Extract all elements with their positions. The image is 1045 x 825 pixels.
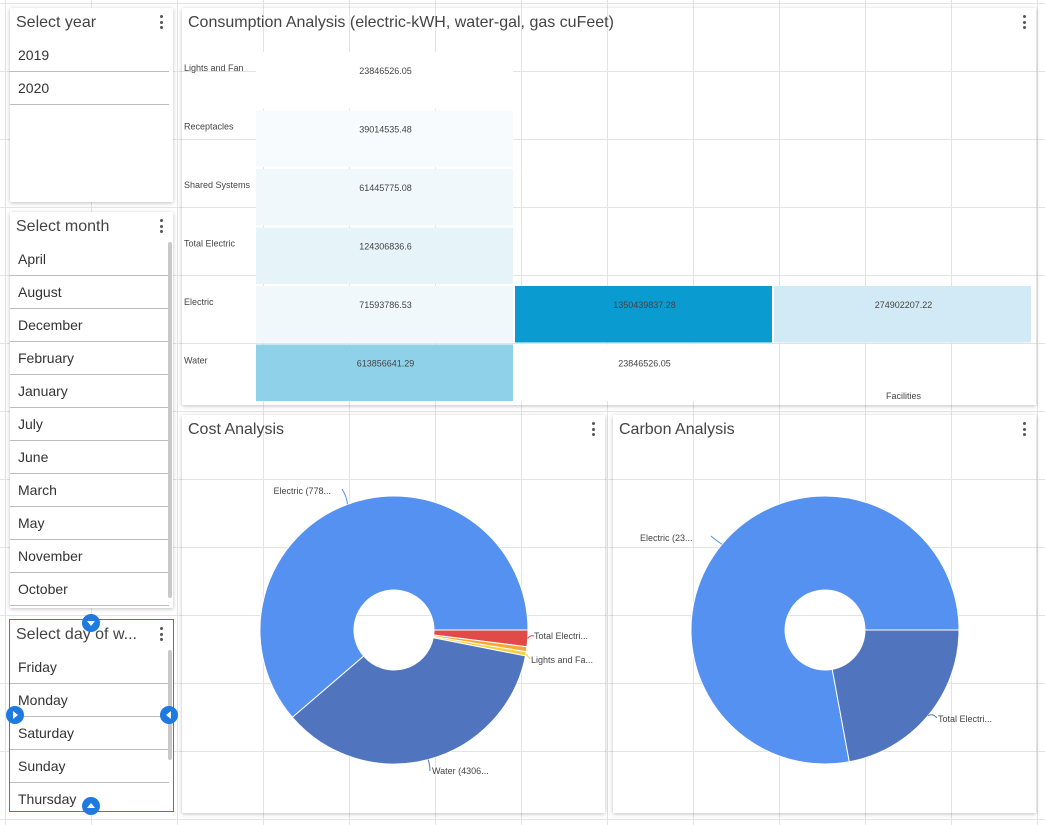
resize-handle-right-icon[interactable]	[160, 706, 178, 724]
donut-slice[interactable]	[831, 629, 960, 763]
slicer-item[interactable]: Monday	[10, 684, 169, 717]
slicer-item[interactable]: January	[10, 375, 169, 408]
heatmap-cell-label: 23846526.05	[618, 359, 671, 369]
more-options-icon[interactable]	[157, 218, 165, 234]
slicer-item[interactable]: 2020	[10, 72, 169, 105]
cost-title: Cost Analysis	[188, 421, 285, 438]
leader-line	[341, 488, 348, 505]
heatmap-cell[interactable]	[515, 286, 772, 343]
slicer-item[interactable]: April	[10, 243, 169, 276]
heatmap-column-label: Facilities	[886, 391, 922, 401]
day-slicer-title: Select day of w...	[16, 626, 137, 643]
heatmap-row-label: Shared Systems	[184, 180, 251, 190]
slicer-item[interactable]: February	[10, 342, 169, 375]
day-slicer-scrollbar[interactable]	[168, 650, 172, 760]
slicer-item[interactable]: October	[10, 573, 169, 606]
more-options-icon[interactable]	[1020, 14, 1028, 30]
heatmap-cell[interactable]	[515, 344, 772, 402]
heatmap-row-label: Total Electric	[184, 239, 236, 249]
heatmap-cell[interactable]	[256, 286, 513, 343]
month-slicer-list: April August December February January July Ju…	[10, 243, 169, 608]
month-slicer-title: Select month	[16, 218, 110, 235]
slicer-item[interactable]: May	[10, 507, 169, 540]
more-options-icon[interactable]	[157, 626, 165, 642]
carbon-donut-chart: Electric (23... Total Electri...	[640, 495, 992, 765]
slicer-item[interactable]: July	[10, 408, 169, 441]
donut-slice[interactable]	[690, 495, 960, 765]
month-slicer-scrollbar[interactable]	[168, 242, 172, 598]
more-options-icon[interactable]	[1020, 421, 1028, 437]
heatmap-cell[interactable]	[256, 110, 513, 168]
slicer-item[interactable]: Saturday	[10, 717, 169, 750]
resize-handle-left-icon[interactable]	[6, 706, 24, 724]
leader-line	[427, 759, 431, 772]
slicer-item[interactable]: August	[10, 276, 169, 309]
more-options-icon[interactable]	[589, 421, 597, 437]
month-slicer-panel: Select month April August December February…	[10, 212, 173, 608]
heatmap-row-label: Lights and Fan	[184, 63, 244, 73]
heatmap-cell-label: 61445775.08	[359, 183, 412, 193]
slice-label: Lights and Fa...	[531, 655, 593, 665]
heatmap-cell[interactable]	[774, 286, 1031, 343]
heatmap-cell-label: 39014535.48	[359, 125, 412, 135]
heatmap-cell[interactable]	[256, 344, 513, 402]
heatmap-row-label: Water	[184, 356, 208, 366]
slicer-item[interactable]: November	[10, 540, 169, 573]
heatmap-cell-label: 274902207.22	[875, 300, 933, 310]
cost-panel: Cost Analysis Electric (778... Total Elec…	[182, 415, 605, 813]
slicer-item[interactable]: June	[10, 441, 169, 474]
cost-donut-chart: Electric (778... Total Electri... Lights a…	[259, 486, 593, 776]
more-options-icon[interactable]	[157, 14, 165, 30]
resize-handle-top-icon[interactable]	[82, 614, 100, 632]
heatmap-cell-label: 71593786.53	[359, 300, 412, 310]
year-slicer-list: 2019 2020	[10, 39, 169, 179]
slice-label: Electric (23...	[640, 533, 693, 543]
heatmap-row-label: Electric	[184, 297, 214, 307]
heatmap-cell[interactable]	[256, 227, 513, 285]
heatmap-cell-label: 613856641.29	[357, 359, 415, 369]
slice-label: Water (4306...	[432, 766, 489, 776]
year-slicer-title: Select year	[16, 14, 97, 31]
heatmap-cell[interactable]	[256, 52, 513, 109]
consumption-heatmap: Lights and Fan Receptacles Shared Systems T…	[184, 52, 1031, 402]
leader-line	[525, 653, 531, 660]
heatmap-cell-label: 1350439837.28	[613, 300, 676, 310]
slice-label: Total Electri...	[534, 631, 588, 641]
donut-slice[interactable]	[259, 495, 529, 719]
resize-handle-bottom-icon[interactable]	[82, 797, 100, 815]
heatmap-row-label: Receptacles	[184, 122, 234, 132]
donut-slice[interactable]	[291, 637, 527, 765]
leader-line	[927, 714, 938, 719]
consumption-panel: Consumption Analysis (electric-kWH, wate…	[182, 8, 1036, 405]
heatmap-cell-label: 124306836.6	[359, 242, 412, 252]
slicer-item[interactable]: December	[10, 309, 169, 342]
consumption-title: Consumption Analysis (electric-kWH, wate…	[188, 14, 614, 31]
heatmap-cell[interactable]	[256, 169, 513, 226]
year-slicer-panel: Select year 2019 2020	[10, 8, 173, 202]
slicer-item[interactable]: Friday	[10, 651, 169, 684]
slicer-item[interactable]: March	[10, 474, 169, 507]
slicer-item[interactable]: Sunday	[10, 750, 169, 783]
heatmap-cell-label: 23846526.05	[359, 66, 412, 76]
slice-label: Total Electri...	[938, 714, 992, 724]
carbon-title: Carbon Analysis	[619, 421, 735, 438]
day-slicer-list: Friday Monday Saturday Sunday Thursday	[10, 651, 169, 811]
day-slicer-panel: Select day of w... Friday Monday Saturday S…	[9, 619, 174, 812]
slicer-item[interactable]: 2019	[10, 39, 169, 72]
slice-label: Electric (778...	[273, 486, 331, 496]
leader-line	[527, 635, 535, 639]
leader-line	[710, 535, 723, 545]
carbon-panel: Carbon Analysis Electric (23... Total Ele…	[613, 415, 1036, 813]
